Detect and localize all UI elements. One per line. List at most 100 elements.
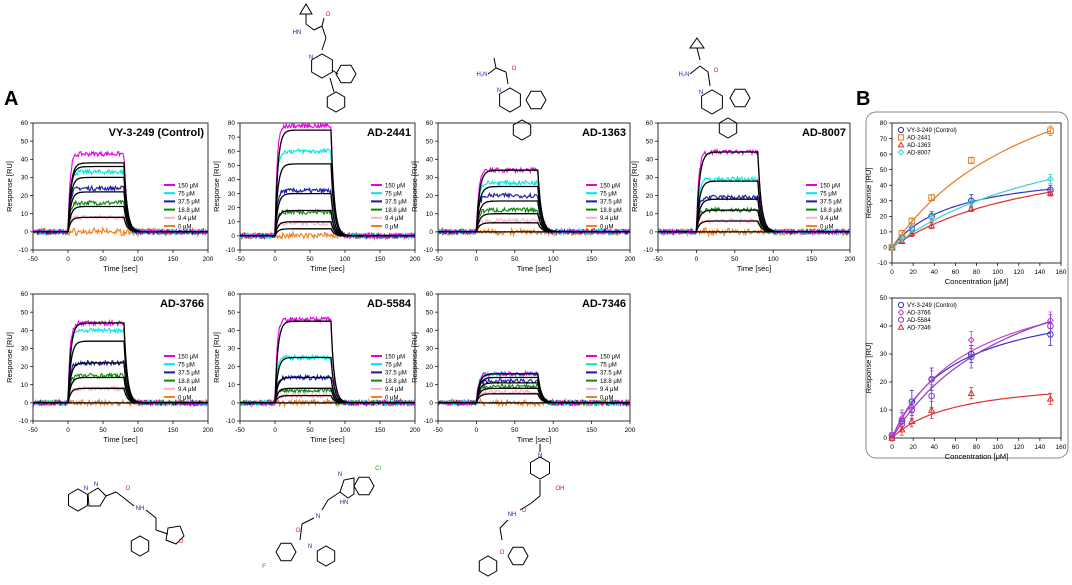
legend-label: 0 μM	[600, 395, 613, 401]
marker-circle	[908, 406, 916, 414]
x-tick-label: 40	[931, 444, 939, 451]
y-tick-label: 10	[228, 219, 236, 226]
marker-triangle	[898, 425, 906, 433]
ring	[507, 546, 529, 566]
legend-label: 18.8 μM	[600, 208, 622, 214]
x-tick-label: 0	[475, 256, 479, 263]
ring	[339, 477, 355, 499]
legend-label: 150 μM	[385, 183, 405, 189]
atom-label: N	[538, 453, 542, 459]
legend-label: 18.8 μM	[820, 208, 842, 214]
y-tick-label: 10	[228, 382, 236, 389]
y-tick-label: 20	[880, 214, 888, 221]
bond	[123, 497, 135, 507]
legend-label: 37.5 μM	[385, 371, 407, 377]
y-tick-label: -10	[19, 247, 29, 254]
x-tick-label: 120	[1013, 444, 1024, 451]
bond	[313, 25, 323, 31]
y-tick-label: 30	[228, 346, 236, 353]
y-axis-label: Response [RU]	[5, 332, 14, 383]
x-tick-label: 160	[1056, 444, 1067, 451]
y-tick-label: 40	[880, 182, 888, 189]
bond	[696, 47, 701, 61]
y-tick-label: 10	[426, 382, 434, 389]
marker-diamond	[888, 243, 896, 251]
bond	[321, 17, 325, 27]
plot-frame	[657, 122, 851, 251]
x-tick-label: 60	[952, 269, 960, 276]
legend-label: 75 μM	[385, 363, 402, 369]
y-tick-label: 40	[426, 156, 434, 163]
marker-diamond	[898, 234, 906, 242]
x-tick-label: 150	[375, 427, 386, 434]
chart-title: VY-3-249 (Control)	[109, 127, 205, 139]
y-tick-label: 50	[21, 309, 29, 316]
chart-vy: -50 0 50 100 150 200 -10 0 10 20 30 40 50 60 Time [sec…	[5, 120, 214, 273]
ring	[353, 476, 375, 496]
legend-label: AD-1363	[907, 143, 931, 149]
marker-diamond	[967, 198, 975, 206]
y-tick-label: 30	[426, 346, 434, 353]
legend-label: AD-2441	[907, 136, 931, 142]
y-tick-label: 10	[21, 211, 29, 218]
atom-label: O	[500, 550, 505, 556]
x-tick-label: 50	[306, 256, 314, 263]
bond	[529, 495, 541, 505]
ring	[316, 545, 336, 567]
x-tick-label: -50	[433, 256, 443, 263]
y-tick-label: 10	[880, 229, 888, 236]
y-tick-label: 0	[649, 229, 653, 236]
x-tick-label: -50	[653, 256, 663, 263]
legend-label: 37.5 μM	[820, 200, 842, 206]
x-tick-label: 100	[548, 427, 559, 434]
y-tick-label: 10	[646, 211, 654, 218]
legend-label: 0 μM	[178, 224, 191, 230]
x-tick-label: 200	[410, 427, 421, 434]
legend-label: AD-5584	[907, 318, 931, 324]
ring	[130, 535, 150, 557]
x-tick-label: 80	[973, 269, 981, 276]
x-tick-label: 140	[1034, 444, 1045, 451]
marker-square	[1047, 127, 1054, 135]
legend-label: 18.8 μM	[600, 379, 622, 385]
x-tick-label: 100	[768, 256, 779, 263]
bond	[299, 523, 303, 541]
marker-circle	[1047, 322, 1054, 330]
y-axis-label: Response [RU]	[864, 168, 873, 219]
y-tick-label: 50	[426, 138, 434, 145]
legend-label: 9.4 μM	[385, 387, 403, 393]
binding-fit	[891, 178, 1051, 248]
legend-label: 150 μM	[820, 183, 840, 189]
y-tick-label: 50	[228, 309, 236, 316]
x-tick-label: 200	[203, 256, 214, 263]
marker-square	[967, 157, 975, 164]
marker-triangle	[1046, 189, 1055, 196]
y-tick-label: -10	[424, 247, 434, 254]
x-tick-label: -50	[235, 256, 245, 263]
y-tick-label: 40	[21, 156, 29, 163]
ad-1363-structure: H₂N O N	[477, 57, 547, 141]
y-tick-label: 20	[880, 379, 888, 386]
y-tick-label: 70	[880, 136, 888, 143]
legend-label: 0 μM	[385, 224, 398, 230]
y-tick-label: 20	[646, 193, 654, 200]
legend-label: 37.5 μM	[178, 200, 200, 206]
y-tick-label: 30	[228, 191, 236, 198]
y-tick-label: 60	[228, 148, 236, 155]
atom-label: NH	[508, 512, 517, 518]
legend-label: 0 μM	[600, 224, 613, 230]
x-tick-label: -50	[28, 427, 38, 434]
legend-label: 150 μM	[600, 354, 620, 360]
ring	[68, 488, 88, 512]
x-tick-label: 50	[731, 256, 739, 263]
y-tick-label: -10	[644, 247, 654, 254]
bond	[495, 67, 507, 73]
y-tick-label: -10	[226, 247, 236, 254]
y-tick-label: 70	[228, 134, 236, 141]
bond	[327, 491, 341, 501]
y-tick-label: 10	[21, 382, 29, 389]
marker-square	[928, 194, 935, 201]
x-tick-label: 50	[306, 427, 314, 434]
marker-diamond	[908, 225, 916, 233]
